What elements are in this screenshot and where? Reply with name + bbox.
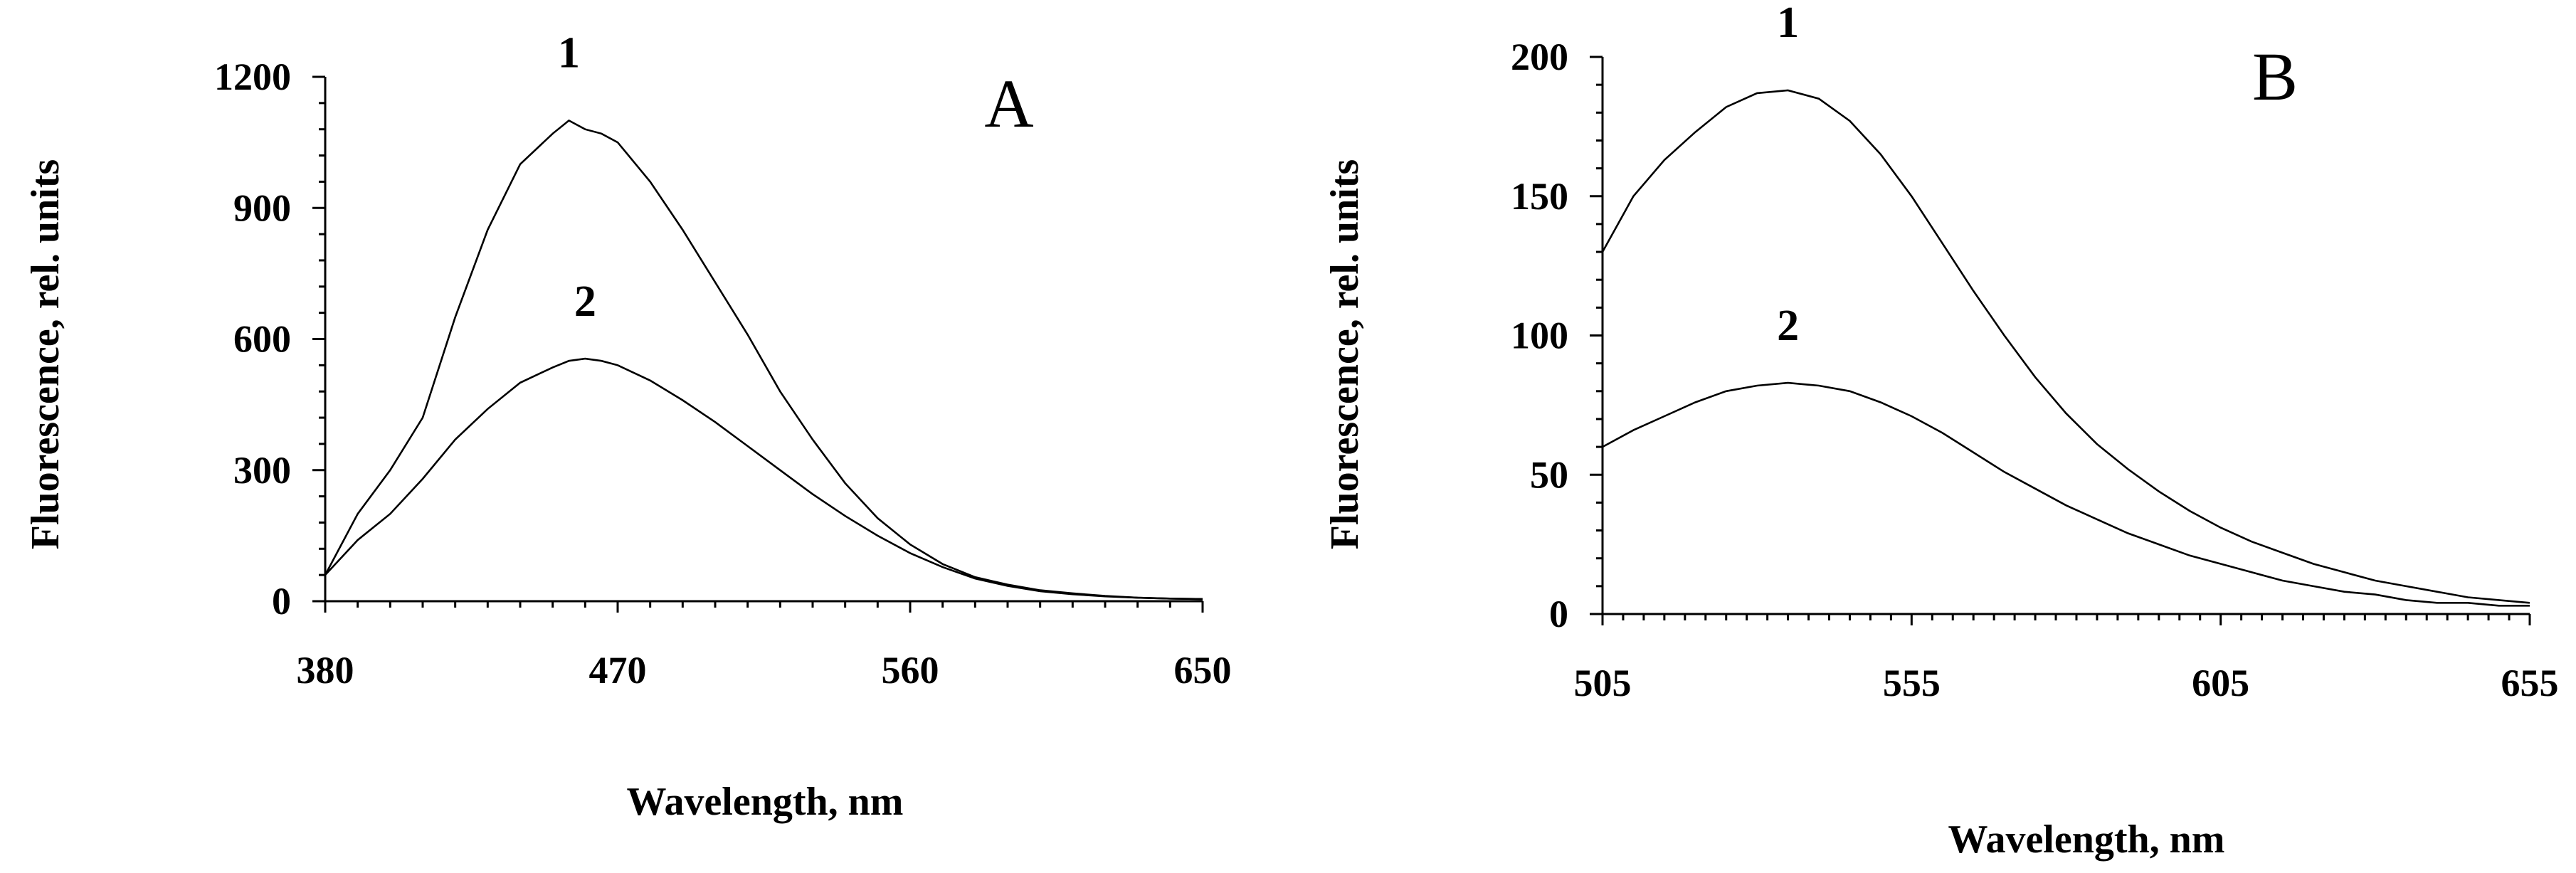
x-axis-title-b: Wavelength, nm: [1948, 818, 2225, 862]
y-tick-label-a: 1200: [214, 55, 291, 98]
series-line-b-2: [1602, 381, 2530, 607]
y-tick-label-a: 900: [233, 186, 291, 229]
panel-label-a: A: [984, 65, 1033, 142]
x-tick-label-b: 555: [1883, 662, 1941, 704]
x-tick-label-b: 655: [2501, 662, 2559, 704]
x-axis-title-a: Wavelength, nm: [627, 780, 904, 824]
y-tick-label-b: 100: [1511, 314, 1568, 357]
y-axis-title-b: Fluorescence, rel. units: [1323, 159, 1367, 550]
series-label-b-2: 2: [1777, 302, 1799, 350]
x-tick-label-a: 470: [589, 649, 647, 692]
y-tick-label-a: 600: [233, 318, 291, 361]
x-tick-label-a: 560: [882, 649, 939, 692]
series-label-b-1: 1: [1777, 0, 1799, 47]
y-tick-label-a: 0: [272, 580, 291, 623]
y-tick-label-b: 150: [1511, 175, 1568, 218]
x-tick-label-a: 380: [297, 649, 354, 692]
x-tick-label-a: 650: [1174, 649, 1232, 692]
y-tick-label-b: 50: [1530, 453, 1568, 496]
y-tick-label-a: 300: [233, 449, 291, 492]
panel-label-b: B: [2252, 38, 2298, 115]
chart-panel-b: B Wavelength, nm Fluorescence, rel. unit…: [1323, 0, 2559, 862]
series-line-a-1: [324, 119, 1203, 600]
series-label-a-1: 1: [558, 28, 580, 77]
y-tick-label-b: 200: [1511, 36, 1568, 78]
x-tick-label-b: 605: [2192, 662, 2249, 704]
y-tick-label-b: 0: [1549, 593, 1568, 635]
chart-panel-a: A Wavelength, nm Fluorescence, rel. unit…: [23, 28, 1232, 824]
series-line-b-1: [1601, 89, 2530, 604]
series-line-a-2: [324, 357, 1203, 600]
x-tick-label-b: 505: [1574, 662, 1632, 704]
y-axis-title-a: Fluorescence, rel. units: [23, 159, 68, 550]
series-label-a-2: 2: [574, 277, 596, 326]
